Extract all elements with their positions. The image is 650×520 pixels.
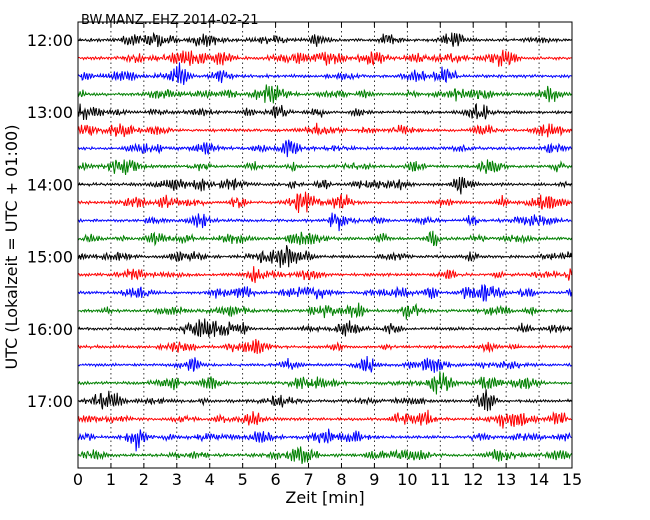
y-axis-label: UTC (Lokalzeit = UTC + 01:00) [2,125,21,370]
x-tick-label-5: 5 [238,470,248,489]
y-tick-label-1200: 12:00 [27,31,73,50]
x-tick-label-15: 15 [562,470,582,489]
x-tick-label-12: 12 [463,470,483,489]
x-tick-label-7: 7 [303,470,313,489]
x-tick-label-13: 13 [496,470,516,489]
x-tick-label-9: 9 [369,470,379,489]
trace-row-1 [77,31,572,48]
trace-row-11 [77,212,572,232]
trace-row-18 [77,338,572,355]
trace-row-8 [77,159,572,175]
trace-row-2 [77,49,572,67]
trace-row-6 [77,122,572,138]
trace-row-4 [77,84,572,104]
trace-row-10 [77,191,572,214]
trace-row-12 [77,230,572,247]
x-tick-label-2: 2 [139,470,149,489]
trace-row-17 [77,318,572,338]
y-tick-label-1500: 15:00 [27,248,73,267]
trace-row-22 [77,409,572,429]
y-tick-label-1700: 17:00 [27,392,73,411]
trace-row-20 [77,371,572,395]
trace-row-15 [77,283,572,302]
trace-row-21 [77,389,572,412]
y-axis-ticks: 12:00 13:00 14:00 15:00 16:00 17:00 [27,31,572,411]
trace-row-13 [77,244,572,268]
plot-frame [77,21,573,469]
trace-row-3 [77,62,572,86]
chart-title: BW.MANZ..EHZ 2014-02-21 [81,13,259,28]
trace-row-24 [77,446,572,464]
x-tick-label-1: 1 [106,470,116,489]
x-tick-label-3: 3 [172,470,182,489]
x-tick-label-6: 6 [271,470,281,489]
y-tick-label-1600: 16:00 [27,320,73,339]
x-tick-label-0: 0 [73,470,83,489]
x-axis-ticks: 0 1 2 3 4 5 6 7 8 9 10 11 12 13 14 15 [73,22,582,489]
y-tick-label-1400: 14:00 [27,175,73,194]
x-tick-label-8: 8 [336,470,346,489]
seismic-traces [77,31,572,464]
trace-row-9 [77,176,572,195]
trace-row-19 [77,355,572,373]
x-tick-label-4: 4 [205,470,215,489]
x-tick-label-14: 14 [529,470,549,489]
trace-row-16 [77,302,572,320]
trace-row-23 [77,428,572,452]
x-tick-label-11: 11 [430,470,450,489]
y-tick-label-1300: 13:00 [27,103,73,122]
trace-row-5 [77,102,572,121]
x-tick-label-10: 10 [397,470,417,489]
x-axis-label: Zeit [min] [285,488,364,507]
trace-row-14 [77,266,572,284]
trace-row-7 [77,139,572,158]
